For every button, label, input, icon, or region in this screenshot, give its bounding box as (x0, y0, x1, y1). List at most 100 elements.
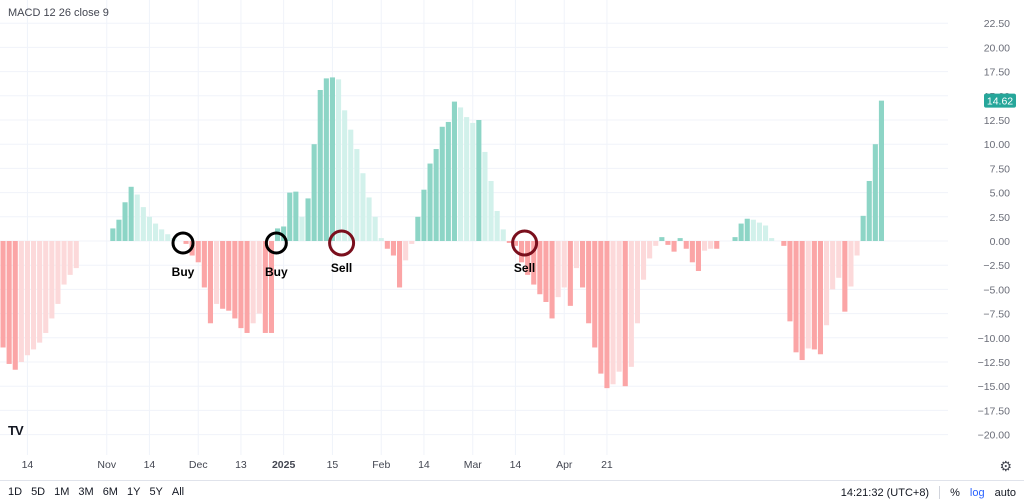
histogram-bar (695, 241, 701, 272)
histogram-bar (506, 241, 512, 243)
histogram-bar (464, 117, 470, 241)
x-tick-label: Feb (372, 459, 390, 471)
range-1m[interactable]: 1M (54, 486, 70, 498)
histogram-bar (159, 229, 165, 241)
histogram-bar (671, 241, 677, 252)
log-toggle[interactable]: log (969, 486, 985, 499)
histogram-bar (110, 228, 116, 241)
sell-signal-label: Sell (331, 261, 352, 275)
y-tick-label: 10.00 (984, 139, 1010, 151)
sell-signal-label: Sell (514, 261, 535, 275)
time-scale[interactable]: 14 Nov 14 Dec 13 2025 15 Feb 14 Mar 14 Apr 21 (22, 459, 613, 471)
histogram-bar (738, 223, 744, 241)
x-tick-label: 14 (144, 459, 156, 471)
y-tick-label: 22.50 (984, 18, 1010, 30)
histogram-bar (445, 121, 451, 241)
histogram-bar (256, 241, 262, 314)
histogram-bar (647, 241, 653, 259)
tradingview-logo[interactable]: TV (8, 423, 24, 438)
range-5y[interactable]: 5Y (149, 486, 163, 498)
histogram-bar (0, 241, 6, 348)
histogram-bar (628, 241, 634, 367)
histogram-bar (384, 241, 390, 249)
histogram-bar (811, 241, 817, 350)
histogram-bar (641, 241, 647, 280)
histogram-bar (299, 216, 305, 241)
histogram-bar (702, 241, 708, 251)
histogram-bar (604, 241, 610, 389)
price-scale[interactable]: 22.5020.0017.5015.0012.5010.007.505.002.… (978, 18, 1011, 441)
x-tick-label: Nov (97, 459, 116, 471)
y-tick-label: −2.50 (983, 260, 1010, 272)
histogram-bar (622, 241, 628, 387)
histogram-bar (128, 186, 134, 241)
histogram-bar (329, 77, 335, 242)
gear-icon[interactable]: ⚙ (999, 458, 1012, 474)
histogram-bar (134, 194, 140, 241)
histogram-bar (12, 241, 18, 370)
y-tick-label: 0.00 (990, 236, 1011, 248)
histogram-bar (592, 241, 598, 348)
histogram-bar (634, 241, 640, 324)
histogram-bar (586, 241, 592, 324)
histogram-bar (214, 241, 220, 304)
histogram-bar (409, 241, 415, 244)
histogram-bar (561, 241, 567, 288)
y-tick-label: 5.00 (990, 188, 1011, 200)
buy-signal-label: Buy (172, 265, 195, 279)
clock-time[interactable]: 14:21:32 (UTC+8) (840, 486, 930, 499)
histogram-bar (146, 216, 152, 241)
histogram-bar (555, 241, 561, 298)
histogram-bar (665, 241, 671, 245)
histogram-bar (354, 149, 360, 241)
histogram-bar (55, 241, 61, 304)
range-1y[interactable]: 1Y (126, 486, 141, 498)
y-tick-label: −12.50 (978, 357, 1011, 369)
current-value-badge: 14.62 (984, 93, 1016, 108)
histogram-bar (836, 241, 842, 278)
histogram-bar (342, 110, 348, 241)
current-value-bg (984, 93, 1016, 108)
range-all[interactable]: All (171, 486, 185, 498)
auto-toggle[interactable]: auto (994, 486, 1016, 499)
histogram-bar (244, 241, 250, 333)
x-tick-label: 15 (327, 459, 339, 471)
histogram-bar (372, 216, 378, 241)
indicator-title[interactable]: MACD 12 26 close 9 (8, 7, 109, 19)
histogram-bar (323, 78, 329, 241)
histogram-bar (281, 226, 287, 241)
histogram-bar (573, 241, 579, 269)
range-3m[interactable]: 3M (78, 486, 94, 498)
histogram-bar (24, 241, 30, 356)
histogram-bar (397, 241, 403, 288)
histogram-bar (830, 241, 836, 290)
histogram-bar (787, 241, 793, 322)
histogram-bar (848, 241, 854, 287)
histogram-bar (421, 189, 427, 241)
range-5d[interactable]: 5D (31, 486, 46, 498)
histogram-bar (458, 107, 464, 241)
histogram-bar (750, 219, 756, 241)
signal-annotations: Buy Buy Sell Sell (171, 229, 539, 279)
range-1d[interactable]: 1D (8, 486, 23, 498)
current-value-label: 14.62 (987, 96, 1013, 108)
histogram-bar (305, 198, 311, 241)
percent-toggle[interactable]: % (950, 486, 960, 499)
y-tick-label: −15.00 (978, 381, 1011, 393)
histogram-bar (598, 241, 604, 374)
x-tick-label: Apr (556, 459, 573, 471)
histogram-bar (183, 241, 189, 244)
range-6m[interactable]: 6M (102, 486, 118, 498)
histogram-bar (860, 215, 866, 241)
histogram-bar (250, 241, 256, 324)
histogram-bar (122, 202, 128, 241)
histogram-bar (43, 241, 49, 333)
histogram-bar (73, 241, 79, 269)
histogram-bar (415, 216, 421, 241)
x-tick-label: 21 (601, 459, 613, 471)
histogram-bar (488, 180, 494, 241)
histogram-bar (153, 223, 159, 241)
histogram-bar (195, 241, 201, 263)
histogram-bar (824, 241, 830, 326)
